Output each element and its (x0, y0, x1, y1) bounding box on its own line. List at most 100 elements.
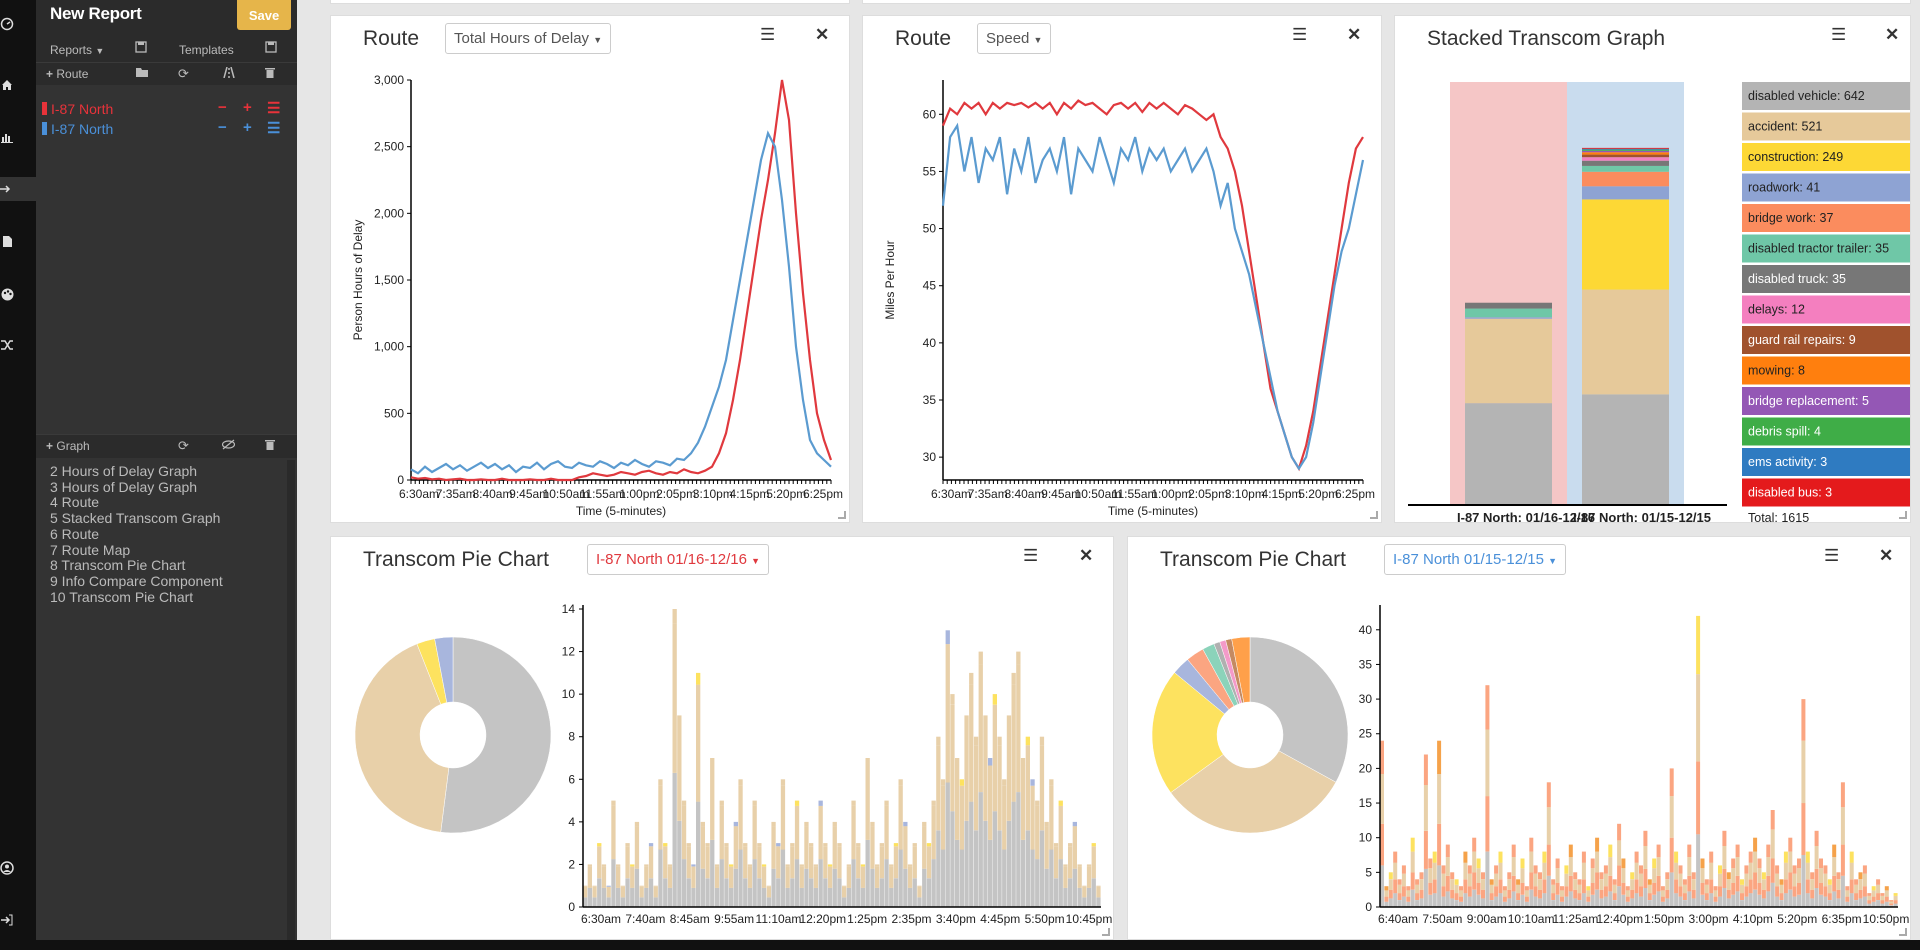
route-dropdown[interactable]: I-87 North 01/15-12/15 ▼ (1384, 544, 1567, 575)
histogram-bar (1564, 865, 1569, 874)
user-icon[interactable] (0, 861, 14, 875)
metric-dropdown[interactable]: Speed ▼ (977, 23, 1052, 54)
histogram-bar (766, 886, 771, 898)
folder-open-icon[interactable] (136, 67, 149, 81)
trash-icon[interactable] (265, 67, 275, 81)
histogram-bar (893, 878, 899, 907)
remove-route-button[interactable]: − (218, 99, 227, 116)
palette-icon[interactable] (0, 287, 14, 301)
resize-handle[interactable] (1899, 928, 1907, 936)
histogram-bar (719, 800, 724, 806)
y-tick-label: 2 (568, 857, 575, 871)
histogram-bar (1682, 900, 1687, 907)
stacked-panel: Stacked Transcom Graph ☰ ✕ I-87 North: 0… (1394, 15, 1911, 523)
histogram-bar (738, 849, 743, 907)
histogram-bar (1625, 890, 1630, 897)
histogram-bar (809, 843, 814, 847)
resize-handle[interactable] (1370, 511, 1378, 519)
route-item-1[interactable]: I-87 North (42, 101, 113, 117)
histogram-bar (1551, 893, 1556, 900)
graph-list-item[interactable]: 2 Hours of Delay Graph (50, 463, 198, 479)
document-icon[interactable] (0, 234, 14, 248)
metric-dropdown[interactable]: Total Hours of Delay ▼ (445, 23, 612, 54)
add-route-button[interactable]: + (243, 99, 252, 116)
histogram-bar (1058, 800, 1063, 806)
shuffle-icon[interactable] (0, 338, 14, 352)
add-route-button[interactable]: + Route (46, 67, 88, 81)
route-menu-icon[interactable]: ☰ (267, 120, 281, 137)
graph-list-item[interactable]: 3 Hours of Delay Graph (50, 478, 198, 495)
close-icon[interactable]: ✕ (1347, 25, 1362, 44)
dashboard-icon[interactable] (0, 17, 14, 31)
road-icon[interactable] (223, 66, 235, 81)
histogram-bar (1801, 803, 1806, 855)
histogram-bar (1740, 884, 1744, 894)
series-line-2 (410, 130, 832, 475)
refresh-icon[interactable]: ⟳ (178, 438, 189, 453)
route-arrow-icon[interactable] (0, 177, 36, 201)
graph-list-item[interactable]: 7 Route Map (50, 541, 131, 558)
graph-list-item[interactable]: 4 Route (50, 494, 100, 511)
save-button[interactable]: Save (237, 0, 291, 30)
close-icon[interactable]: ✕ (815, 25, 830, 44)
histogram-bar (875, 864, 880, 867)
histogram-bar (1002, 849, 1007, 907)
graph-list-scrollbar[interactable] (287, 460, 295, 940)
hide-icon[interactable] (221, 439, 236, 453)
save-template-icon[interactable] (265, 41, 277, 56)
close-icon[interactable]: ✕ (1885, 25, 1900, 44)
graph-list-item[interactable]: 8 Transcom Pie Chart (50, 557, 186, 574)
y-tick-label: 500 (384, 406, 404, 420)
x-tick-label: 10:10am (1508, 912, 1555, 926)
menu-icon[interactable]: ☰ (1023, 546, 1039, 565)
close-icon[interactable]: ✕ (1879, 546, 1894, 565)
histogram-bar (601, 887, 607, 907)
histogram-bar (1432, 893, 1437, 907)
histogram-bar (663, 878, 668, 907)
histogram-bar (940, 779, 946, 786)
templates-menu[interactable]: Templates (179, 43, 234, 57)
histogram-bar (1467, 886, 1472, 897)
refresh-icon[interactable]: ⟳ (178, 66, 189, 81)
resize-handle[interactable] (838, 511, 846, 519)
trash-icon[interactable] (265, 439, 275, 453)
resize-handle[interactable] (1899, 511, 1907, 519)
histogram-bar (1832, 891, 1837, 907)
graph-list-item[interactable]: 6 Route (50, 525, 100, 542)
histogram-bar (1854, 900, 1859, 907)
histogram-bar (1849, 851, 1854, 863)
menu-icon[interactable]: ☰ (1831, 25, 1847, 44)
histogram-bar (1467, 873, 1472, 887)
home-icon[interactable] (0, 78, 14, 92)
graph-list-item[interactable]: 10 Transcom Pie Chart (50, 588, 194, 605)
route-menu-icon[interactable]: ☰ (267, 100, 281, 117)
menu-icon[interactable]: ☰ (1824, 546, 1840, 565)
histogram-bar (1393, 893, 1398, 907)
route-item-2[interactable]: I-87 North (42, 121, 113, 137)
histogram-bar (978, 651, 983, 665)
x-axis-label: Time (5-minutes) (1108, 504, 1198, 518)
y-tick-label: 35 (1359, 657, 1373, 671)
remove-route-button[interactable]: − (218, 119, 227, 136)
histogram-bar (1388, 879, 1393, 890)
histogram-bar (1810, 872, 1815, 880)
menu-icon[interactable]: ☰ (760, 25, 776, 44)
y-tick-label: 55 (923, 164, 937, 178)
close-icon[interactable]: ✕ (1079, 546, 1094, 565)
graph-list-item[interactable]: 5 Stacked Transcom Graph (50, 510, 221, 527)
save-report-icon[interactable] (135, 41, 147, 56)
menu-icon[interactable]: ☰ (1292, 25, 1308, 44)
resize-handle[interactable] (1102, 928, 1110, 936)
histogram-bar (677, 715, 682, 725)
reports-menu[interactable]: Reports ▼ (50, 43, 104, 57)
add-graph-button[interactable]: + Graph (46, 439, 90, 453)
histogram-bar (1757, 894, 1762, 907)
histogram-bar (1485, 685, 1490, 730)
graph-list-item[interactable]: 9 Info Compare Component (50, 572, 223, 589)
histogram-bar (1016, 664, 1021, 792)
logout-icon[interactable] (0, 913, 14, 927)
histogram-bar (1862, 865, 1867, 874)
add-route-button[interactable]: + (243, 119, 252, 136)
bar-chart-icon[interactable] (0, 130, 14, 144)
route-dropdown[interactable]: I-87 North 01/16-12/16 ▼ (587, 544, 770, 575)
